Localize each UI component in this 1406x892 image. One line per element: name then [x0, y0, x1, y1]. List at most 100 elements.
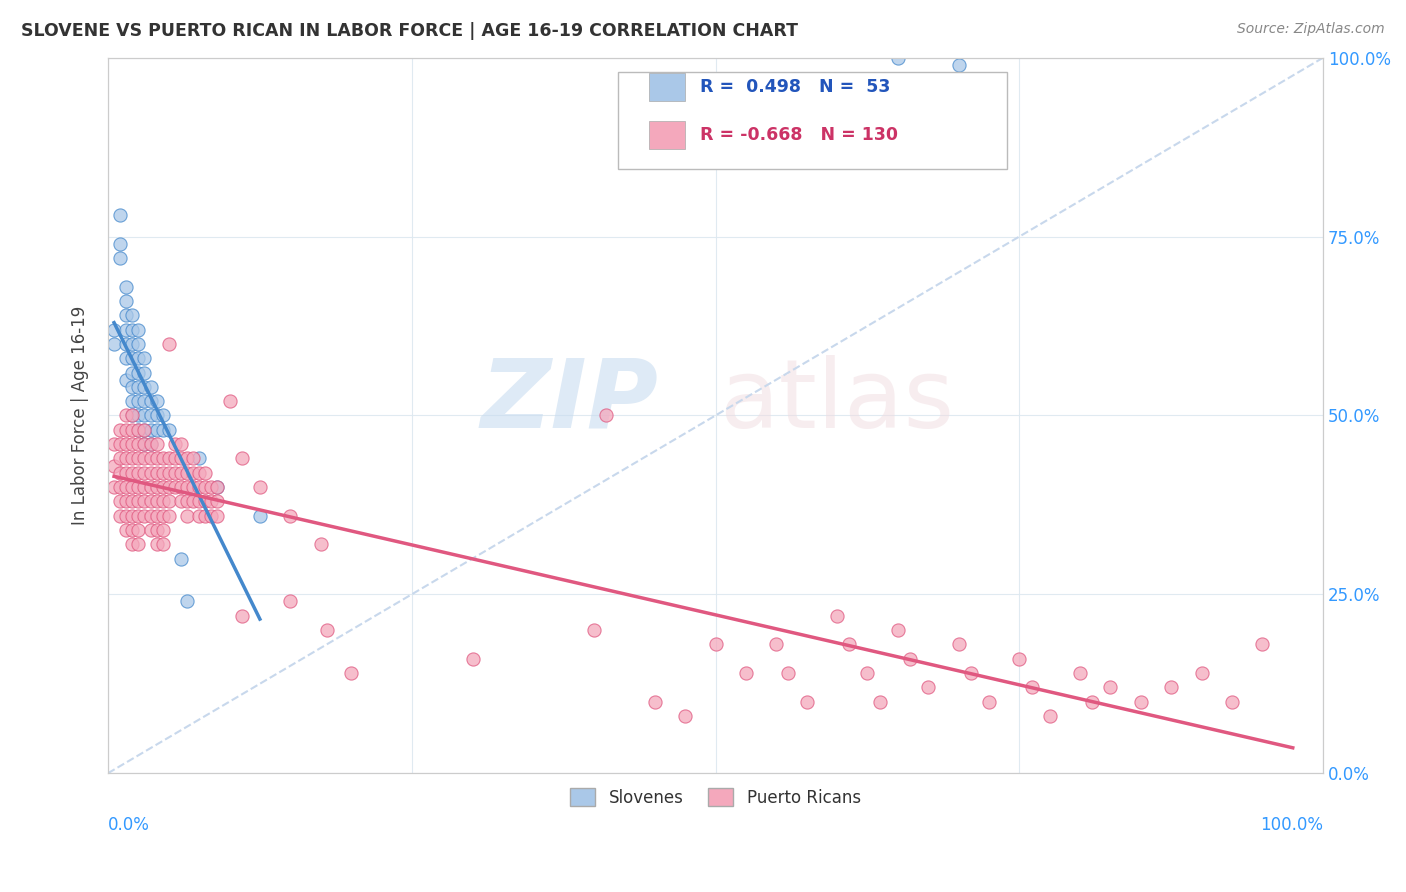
Bar — [648, 73, 685, 101]
Point — [170, 437, 193, 451]
Point — [115, 279, 138, 293]
Point — [121, 537, 143, 551]
Point — [121, 366, 143, 380]
Point — [121, 508, 143, 523]
Point — [127, 409, 149, 423]
Point — [887, 623, 910, 637]
Point — [134, 508, 156, 523]
Point — [157, 423, 180, 437]
Point — [145, 451, 167, 466]
Point — [145, 466, 167, 480]
Point — [948, 637, 970, 651]
Point — [139, 523, 162, 537]
Point — [157, 494, 180, 508]
Point — [152, 508, 174, 523]
Point — [735, 666, 758, 681]
Point — [1021, 681, 1043, 695]
Point — [977, 695, 1000, 709]
Point — [134, 409, 156, 423]
Point — [127, 322, 149, 336]
Point — [796, 695, 818, 709]
Point — [127, 423, 149, 437]
Point — [869, 695, 891, 709]
Point — [194, 508, 217, 523]
Point — [1129, 695, 1152, 709]
Point — [176, 466, 198, 480]
Point — [778, 666, 800, 681]
Point — [127, 523, 149, 537]
FancyBboxPatch shape — [619, 72, 1007, 169]
Point — [673, 709, 696, 723]
Point — [134, 494, 156, 508]
Point — [103, 458, 125, 473]
Point — [121, 523, 143, 537]
Point — [108, 480, 131, 494]
Point — [1008, 651, 1031, 665]
Point — [103, 437, 125, 451]
Point — [765, 637, 787, 651]
Point — [134, 480, 156, 494]
Point — [170, 480, 193, 494]
Point — [583, 623, 606, 637]
Point — [121, 380, 143, 394]
Point — [127, 437, 149, 451]
Point — [170, 551, 193, 566]
Point — [108, 437, 131, 451]
Point — [207, 480, 229, 494]
Point — [1191, 666, 1213, 681]
Point — [163, 451, 186, 466]
Point — [103, 337, 125, 351]
Point — [139, 494, 162, 508]
Point — [838, 637, 860, 651]
Point — [115, 423, 138, 437]
Point — [121, 394, 143, 409]
Point — [145, 523, 167, 537]
Point — [139, 451, 162, 466]
Point — [115, 373, 138, 387]
Point — [1220, 695, 1243, 709]
Point — [176, 451, 198, 466]
Point — [115, 480, 138, 494]
Point — [145, 480, 167, 494]
Text: Source: ZipAtlas.com: Source: ZipAtlas.com — [1237, 22, 1385, 37]
Text: atlas: atlas — [720, 355, 955, 448]
Text: R =  0.498   N =  53: R = 0.498 N = 53 — [700, 78, 890, 96]
Point — [152, 423, 174, 437]
Point — [108, 423, 131, 437]
Point — [127, 537, 149, 551]
Point — [1251, 637, 1274, 651]
Point — [121, 409, 143, 423]
Point — [163, 480, 186, 494]
Point — [127, 494, 149, 508]
Point — [139, 394, 162, 409]
Point — [127, 451, 149, 466]
Point — [181, 451, 204, 466]
Point — [127, 394, 149, 409]
Point — [163, 466, 186, 480]
Point — [108, 494, 131, 508]
Point — [139, 423, 162, 437]
Point — [152, 494, 174, 508]
Point — [170, 451, 193, 466]
Point — [176, 480, 198, 494]
Point — [115, 494, 138, 508]
Point — [887, 51, 910, 65]
Point — [139, 480, 162, 494]
Point — [145, 437, 167, 451]
Point — [249, 508, 271, 523]
Point — [127, 508, 149, 523]
Point — [121, 351, 143, 366]
Point — [157, 480, 180, 494]
Point — [134, 394, 156, 409]
Text: ZIP: ZIP — [481, 355, 658, 448]
Text: 100.0%: 100.0% — [1260, 816, 1323, 834]
Point — [139, 409, 162, 423]
Point — [152, 409, 174, 423]
Point — [115, 523, 138, 537]
Point — [108, 466, 131, 480]
Point — [145, 423, 167, 437]
Point — [115, 351, 138, 366]
Point — [207, 508, 229, 523]
Point — [181, 494, 204, 508]
Point — [170, 494, 193, 508]
